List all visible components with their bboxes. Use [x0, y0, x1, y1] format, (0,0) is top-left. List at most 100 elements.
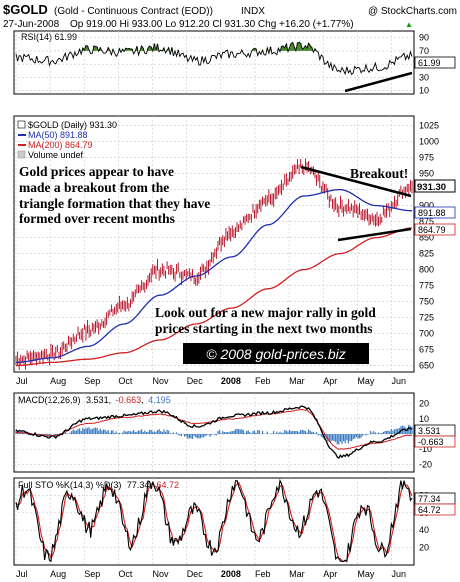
x-axis-label: Mar: [289, 569, 305, 579]
macd-signal-badge-label: -0.663: [418, 437, 444, 447]
x-axis-label: Sep: [84, 569, 100, 579]
sto-title-prefix: Full STO %K(14,3) %D(3): [18, 480, 121, 490]
rally-annotation: Look out for a new major rally in gold p…: [155, 305, 376, 336]
legend-main-swatch: [17, 120, 26, 129]
ma200-badge-label: 864.79: [418, 225, 446, 235]
legend-main: $GOLD (Daily) 931.30: [28, 120, 117, 130]
sto-grid: [14, 478, 414, 565]
tick-label: 725: [419, 313, 434, 323]
tick-label: 70: [419, 46, 429, 56]
sto-k-line: [15, 478, 413, 563]
x-axis-label: Nov: [153, 569, 170, 579]
x-axis-label: Feb: [255, 376, 271, 386]
rsi-last-label: 61.99: [418, 58, 441, 68]
ohlc-up-marker: ▲: [405, 20, 413, 29]
rsi-panel: [13, 30, 415, 95]
rsi-line: [15, 41, 413, 76]
rsi-title: RSI(14) 61.99: [21, 32, 77, 42]
macd-line: [15, 405, 413, 459]
sto-d-value: 64.72: [156, 480, 179, 490]
triangle-upper-trendline: [300, 165, 412, 198]
tick-label: 10: [419, 86, 429, 96]
sto-d-badge: [414, 503, 456, 516]
tick-label: 700: [419, 329, 434, 339]
tick-label: 650: [419, 361, 434, 371]
rsi-grid: [14, 31, 414, 94]
x-axis-label: Oct: [118, 376, 133, 386]
x-axis-label: Jun: [392, 376, 407, 386]
symbol-title: $GOLD: [3, 2, 48, 17]
x-axis-label: 2008: [221, 569, 241, 579]
tick-label: 750: [419, 297, 434, 307]
x-axis-label: Nov: [153, 376, 170, 386]
macd-title-prefix: MACD(12,26,9): [18, 395, 81, 405]
tick-label: 20: [419, 399, 429, 409]
tick-label: 850: [419, 233, 434, 243]
tick-label: -20: [419, 459, 432, 469]
x-axis-label: 2008: [221, 376, 241, 386]
x-axis-label: Sep: [84, 376, 100, 386]
ma200-badge: [414, 223, 456, 236]
chart-date: 27-Jun-2008: [3, 19, 60, 30]
tick-label: 875: [419, 217, 434, 227]
sto-k-badge-label: 77.34: [418, 494, 441, 504]
rsi-last-badge: [414, 56, 456, 69]
x-axis-label: May: [357, 569, 375, 579]
tick-label: 30: [419, 72, 429, 82]
x-axis-label: Jul: [16, 569, 28, 579]
tick-label: 800: [419, 265, 434, 275]
price-bars: [15, 158, 413, 370]
ma200-line: [16, 227, 413, 367]
tick-label: 950: [419, 169, 434, 179]
x-axis-label: Dec: [187, 569, 204, 579]
price-x-axis-labels: Jul Aug Sep Oct Nov Dec 2008 Feb Mar Apr May Jun: [16, 376, 406, 386]
macd-hist-value: 4.195: [148, 395, 171, 405]
annotation-line-4: formed over recent months: [19, 211, 175, 226]
ohlc-readout: Op 919.00 Hi 933.00 Lo 912.20 Cl 931.30 …: [70, 19, 354, 30]
rsi-trendline: [344, 71, 413, 93]
legend-ma50: MA(50) 891.88: [28, 130, 88, 140]
price-panel: [13, 115, 415, 373]
x-axis-label: May: [357, 376, 375, 386]
tick-label: 900: [419, 201, 434, 211]
annotation-line-1: Gold prices appear to have: [19, 164, 174, 179]
last-price-badge: [414, 179, 456, 193]
macd-histogram: [15, 424, 413, 445]
tick-label: 1025: [419, 121, 439, 131]
x-axis-label: Mar: [289, 376, 305, 386]
price-grid: [14, 116, 414, 372]
tick-label: 675: [419, 345, 434, 355]
tick-label: 20: [419, 543, 429, 553]
price-tick-labels: 1025100097595092590087585082580077575072…: [419, 121, 439, 371]
x-axis-label: Aug: [50, 569, 66, 579]
tick-label: 1000: [419, 137, 439, 147]
tick-label: 975: [419, 153, 434, 163]
macd-value: 3.531: [86, 395, 109, 405]
x-axis-label: Jun: [392, 569, 407, 579]
exchange-label: INDX: [241, 6, 265, 17]
breakout-annotation: Gold prices appear to have made a breako…: [19, 164, 210, 226]
x-axis-label: Dec: [187, 376, 204, 386]
legend-volume: Volume undef: [28, 150, 84, 160]
tick-label: 825: [419, 249, 434, 259]
x-axis-label: Apr: [323, 569, 337, 579]
copyright-label: © 2008 gold-prices.biz: [206, 346, 346, 362]
sto-x-axis-labels: Jul Aug Sep Oct Nov Dec 2008 Feb Mar Apr May Jun: [16, 569, 406, 579]
tick-label: 10: [419, 414, 429, 424]
legend-volume-swatch: [17, 150, 26, 159]
brand-label: @ StockCharts.com: [368, 6, 457, 17]
price-legend: $GOLD (Daily) 931.30 MA(50) 891.88 MA(20…: [17, 120, 117, 160]
x-axis-label: Jul: [16, 376, 28, 386]
x-axis-label: Oct: [118, 569, 133, 579]
ma50-badge: [414, 206, 456, 219]
ma50-line: [16, 188, 412, 364]
macd-signal-badge: [414, 435, 456, 448]
macd-title: MACD(12,26,9) 3.531, -0.663, 4.195: [18, 395, 171, 405]
ma50-badge-label: 891.88: [418, 208, 446, 218]
rally-line-2: prices starting in the next two months: [155, 321, 373, 336]
annotation-line-2: made a breakout from the: [19, 180, 169, 195]
macd-badge-label: 3.531: [418, 426, 441, 436]
x-axis-label: Feb: [255, 569, 271, 579]
sto-d-badge-label: 64.72: [418, 505, 441, 515]
